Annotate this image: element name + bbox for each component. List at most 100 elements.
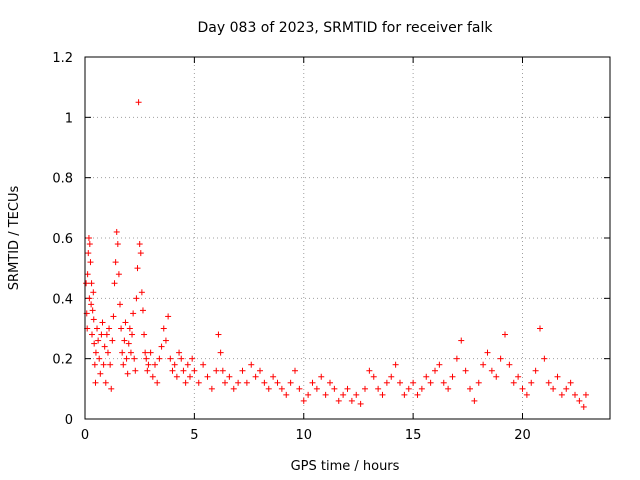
data-point <box>576 397 583 404</box>
y-axis-label: SRMTID / TECUs <box>7 186 22 291</box>
data-point <box>106 325 113 332</box>
data-point <box>484 349 491 356</box>
data-point <box>449 373 456 380</box>
data-point <box>88 280 95 287</box>
data-point <box>156 355 163 362</box>
y-tick-label: 0.6 <box>52 232 73 247</box>
data-point <box>353 391 360 398</box>
y-tick-label: 0.8 <box>52 172 73 187</box>
data-point <box>114 241 121 248</box>
data-point <box>414 391 421 398</box>
data-point <box>248 361 255 368</box>
data-point <box>292 367 298 374</box>
data-point <box>133 295 140 302</box>
x-axis-label: GPS time / hours <box>291 459 400 474</box>
data-point <box>191 367 198 374</box>
data-point <box>327 379 333 386</box>
data-point <box>235 379 242 386</box>
data-point <box>86 241 93 248</box>
data-point <box>96 355 103 362</box>
data-point <box>265 385 272 392</box>
data-point <box>135 99 142 106</box>
data-point <box>160 325 167 332</box>
data-point <box>94 325 101 332</box>
data-point <box>287 379 294 386</box>
data-point <box>129 331 136 338</box>
data-point <box>261 379 268 386</box>
data-point <box>92 349 99 356</box>
data-point <box>270 373 277 380</box>
data-point <box>122 319 129 326</box>
data-point <box>217 349 224 356</box>
data-point <box>348 397 355 404</box>
data-point <box>119 349 126 356</box>
data-point <box>497 355 504 362</box>
data-point <box>100 361 107 368</box>
data-point <box>440 379 447 386</box>
data-point <box>125 340 132 347</box>
data-point <box>519 385 526 392</box>
data-point <box>91 340 98 347</box>
data-point <box>213 367 220 374</box>
data-point <box>126 325 133 332</box>
data-point <box>103 331 110 338</box>
data-point <box>91 361 98 368</box>
data-point <box>545 379 552 386</box>
data-point <box>189 355 196 362</box>
data-point <box>113 228 120 235</box>
data-points <box>83 99 589 410</box>
data-point <box>515 373 522 380</box>
data-point <box>145 361 152 368</box>
data-point <box>322 391 329 398</box>
data-point <box>143 355 150 362</box>
data-point <box>142 349 149 356</box>
data-point <box>379 391 386 398</box>
x-tick-label: 20 <box>514 428 531 443</box>
data-point <box>488 367 495 374</box>
data-point <box>410 379 417 386</box>
data-point <box>124 370 131 377</box>
data-point <box>169 367 176 374</box>
data-point <box>366 367 373 374</box>
data-point <box>85 235 92 241</box>
y-tick-label: 0 <box>65 413 73 428</box>
data-point <box>471 397 478 404</box>
data-point <box>480 361 487 368</box>
data-point <box>313 385 320 392</box>
data-point <box>171 361 178 368</box>
data-point <box>318 373 325 380</box>
data-point <box>357 400 364 407</box>
data-point <box>86 295 93 302</box>
data-point <box>523 391 530 398</box>
data-point <box>427 379 434 386</box>
data-point <box>121 337 128 344</box>
data-point <box>89 331 95 338</box>
data-point <box>162 337 169 344</box>
data-point <box>154 379 161 386</box>
data-point <box>195 379 202 386</box>
data-point <box>204 373 211 380</box>
data-point <box>98 331 105 338</box>
data-point <box>90 316 97 323</box>
data-point <box>475 379 482 386</box>
data-point <box>537 325 543 332</box>
data-point <box>563 385 570 392</box>
data-point <box>101 343 108 350</box>
data-point <box>580 403 587 410</box>
y-tick-label: 1.2 <box>52 51 73 66</box>
data-point <box>215 331 222 338</box>
data-point <box>462 367 469 374</box>
data-point <box>123 355 130 362</box>
y-tick-label: 0.2 <box>52 353 73 368</box>
data-point <box>187 373 193 380</box>
data-point <box>158 343 165 350</box>
data-point <box>550 385 557 392</box>
data-point <box>147 349 154 356</box>
data-point <box>84 271 91 278</box>
data-point <box>467 385 473 392</box>
data-point <box>208 385 215 392</box>
data-point <box>111 280 118 287</box>
data-point <box>344 385 351 392</box>
data-point <box>118 325 125 332</box>
